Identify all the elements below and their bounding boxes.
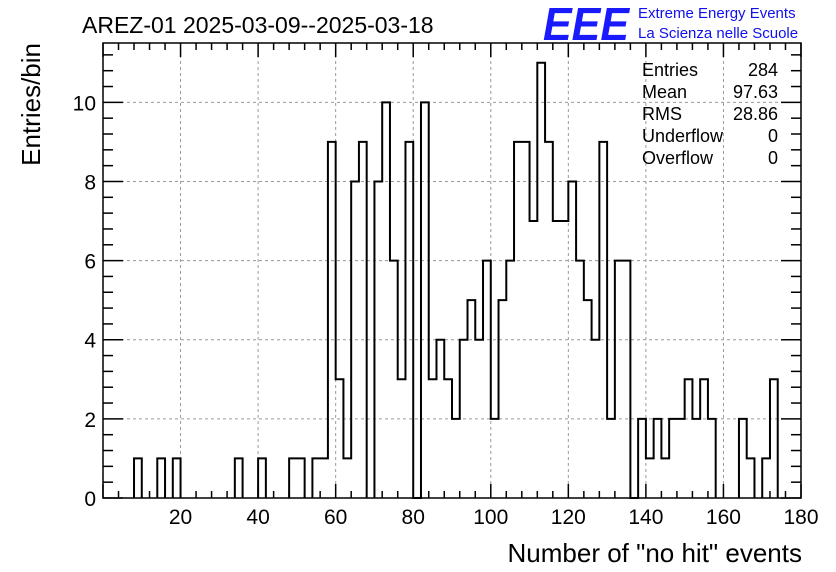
stats-value: 0 <box>768 126 778 146</box>
x-tick-label: 160 <box>706 506 741 529</box>
x-tick-label: 140 <box>628 506 663 529</box>
chart-title: AREZ-01 2025-03-09--2025-03-18 <box>82 12 434 38</box>
x-tick-label: 40 <box>246 506 269 529</box>
y-tick-label: 10 <box>73 92 96 115</box>
logo-mark: EEE <box>543 0 630 50</box>
stats-label: Entries <box>642 60 698 80</box>
grid-lines <box>103 43 801 498</box>
logo-line-2: La Scienza nelle Scuole <box>638 25 798 42</box>
y-axis-title: Entries/bin <box>16 43 46 166</box>
y-tick-label: 4 <box>84 330 96 353</box>
plot-frame <box>102 42 802 499</box>
stats-value: 28.86 <box>733 104 778 124</box>
x-tick-label: 100 <box>473 506 508 529</box>
histogram-bars <box>133 61 779 499</box>
x-axis-title: Number of "no hit" events <box>508 538 803 568</box>
histogram-outline <box>133 61 779 499</box>
y-tick-label: 2 <box>84 409 96 432</box>
stats-label: Underflow <box>642 126 724 146</box>
stats-value: 284 <box>748 60 778 80</box>
logo-line-1: Extreme Energy Events <box>638 5 796 22</box>
stats-label: RMS <box>642 104 682 124</box>
y-tick-label: 8 <box>84 171 96 194</box>
stats-label: Mean <box>642 82 687 102</box>
x-tick-label: 60 <box>324 506 347 529</box>
x-tick-label: 20 <box>169 506 192 529</box>
y-axis: 0 2 4 6 8 10 <box>73 54 801 511</box>
x-axis: 20 40 60 80 100 120 140 160 180 <box>102 43 819 529</box>
stats-value: 0 <box>768 148 778 168</box>
x-tick-label: 80 <box>402 506 425 529</box>
y-tick-label: 6 <box>84 251 96 274</box>
eee-logo: EEE Extreme Energy Events La Scienza nel… <box>543 0 798 50</box>
stats-label: Overflow <box>642 148 714 168</box>
y-tick-label: 0 <box>84 488 96 511</box>
x-tick-label: 180 <box>783 506 818 529</box>
stats-box: Entries 284 Mean 97.63 RMS 28.86 Underflow 0 Ove… <box>642 60 778 168</box>
stats-value: 97.63 <box>733 82 778 102</box>
x-tick-label: 120 <box>551 506 586 529</box>
